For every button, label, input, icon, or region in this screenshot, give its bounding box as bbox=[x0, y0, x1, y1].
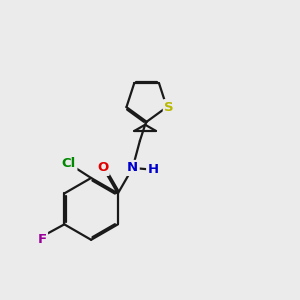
Text: Cl: Cl bbox=[61, 157, 76, 170]
Text: H: H bbox=[148, 163, 159, 176]
Text: S: S bbox=[164, 100, 174, 114]
Text: O: O bbox=[97, 161, 108, 174]
Text: F: F bbox=[38, 233, 46, 246]
Text: N: N bbox=[127, 161, 138, 174]
